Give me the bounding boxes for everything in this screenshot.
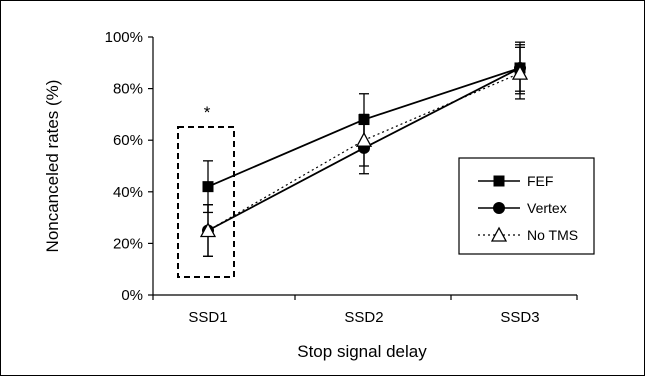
data-point-fef: [202, 181, 214, 193]
data-point-no-tms: [355, 131, 373, 147]
legend: FEF Vertex No TMS: [458, 157, 595, 255]
legend-box: [458, 157, 595, 255]
legend-marker: [493, 175, 505, 187]
x-tick-label: SSD2: [344, 309, 383, 326]
y-tick-label: 80%: [113, 81, 143, 98]
x-axis-title: Stop signal delay: [297, 342, 427, 361]
y-tick-label: 40%: [113, 184, 143, 201]
data-point-fef: [358, 114, 370, 126]
annotations: *: [177, 103, 235, 278]
y-tick-label: 100%: [105, 29, 143, 46]
y-tick-label: 60%: [113, 132, 143, 149]
legend-marker: [490, 226, 508, 242]
legend-label: FEF: [527, 173, 553, 189]
legend-label: Vertex: [527, 200, 567, 216]
data-point-no-tms: [199, 222, 217, 238]
x-tick-label: SSD3: [500, 309, 539, 326]
legend-label: No TMS: [527, 227, 578, 243]
significance-marker: *: [204, 103, 211, 122]
ssd1-highlight-box: [177, 126, 235, 278]
y-axis-title: Noncanceled rates (%): [43, 80, 62, 253]
series: [199, 41, 529, 257]
x-tick-label: SSD1: [188, 309, 227, 326]
axes: 0% 20% 40% 60% 80% 100% SSD1 SSD2 SSD3: [105, 29, 578, 326]
y-tick-label: 0%: [121, 287, 143, 304]
data-point-no-tms: [511, 64, 529, 80]
legend-marker: [493, 202, 505, 214]
y-tick-label: 20%: [113, 235, 143, 252]
